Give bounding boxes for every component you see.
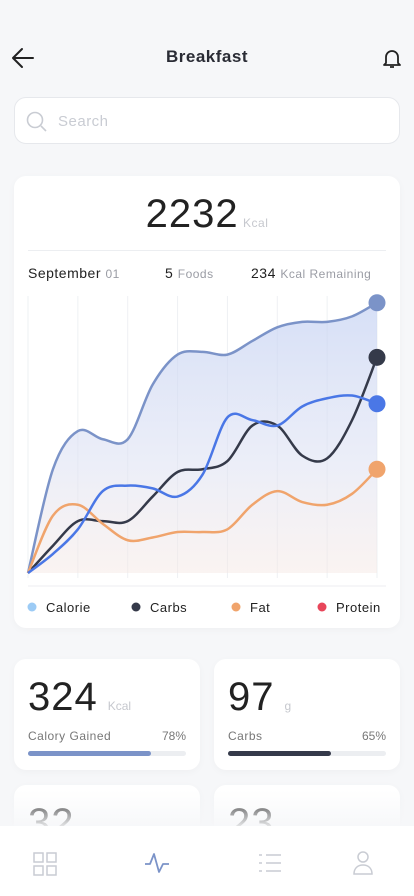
remaining-label: Kcal Remaining bbox=[280, 267, 372, 281]
page-title: Breakfast bbox=[166, 47, 248, 66]
stat-row: 324 Kcal bbox=[28, 675, 131, 720]
legend-label: Protein bbox=[336, 600, 381, 615]
notification-button[interactable] bbox=[380, 46, 404, 70]
end-point bbox=[368, 460, 386, 478]
total-value: 2232 bbox=[145, 192, 239, 236]
day: 01 bbox=[105, 267, 120, 281]
total-unit: Kcal bbox=[243, 216, 269, 230]
chart: Calorie Carbs Fat Protein bbox=[26, 294, 386, 615]
end-point bbox=[368, 294, 386, 312]
legend-dot bbox=[231, 602, 241, 612]
stat-value: 324 bbox=[28, 675, 98, 719]
stat-value: 97 bbox=[228, 675, 275, 719]
progress-bar bbox=[28, 751, 152, 756]
tab-profile[interactable] bbox=[352, 850, 374, 876]
foods-label: Foods bbox=[177, 267, 214, 281]
end-point bbox=[368, 348, 386, 366]
search-icon bbox=[26, 111, 47, 132]
date: September 01 bbox=[28, 265, 120, 283]
line bbox=[26, 468, 378, 574]
stat-percent: 65% bbox=[361, 729, 386, 743]
foods: 5 Foods bbox=[165, 265, 214, 283]
divider bbox=[28, 250, 386, 251]
stat-unit: g bbox=[284, 699, 292, 713]
month: September bbox=[28, 265, 101, 281]
stat-label: Carbs bbox=[228, 729, 263, 743]
legend-label: Fat bbox=[250, 600, 270, 615]
search-placeholder: Search bbox=[58, 113, 109, 130]
back-button[interactable] bbox=[10, 46, 36, 70]
fade bbox=[0, 790, 414, 826]
line bbox=[27, 394, 378, 574]
remaining-value: 234 bbox=[251, 265, 276, 281]
stat-row: 97 g bbox=[228, 675, 291, 720]
line bbox=[26, 301, 378, 574]
tab-bar bbox=[0, 826, 414, 896]
legend-dot bbox=[27, 602, 37, 612]
stat-card: 324 Kcal Calory Gained 78% bbox=[14, 659, 200, 770]
stat-card: 97 g Carbs 65% bbox=[214, 659, 400, 770]
area bbox=[28, 302, 377, 573]
progress-bar bbox=[228, 751, 331, 756]
stat-unit: Kcal bbox=[107, 699, 132, 713]
remaining: 234 Kcal Remaining bbox=[251, 265, 371, 283]
search-box[interactable]: Search bbox=[14, 97, 400, 144]
stat-percent: 78% bbox=[161, 729, 186, 743]
legend-label: Calorie bbox=[46, 600, 91, 615]
legend-label: Carbs bbox=[150, 600, 187, 615]
legend-dot bbox=[131, 602, 141, 612]
total-row: 2232 Kcal bbox=[14, 192, 400, 237]
tab-list[interactable] bbox=[258, 852, 282, 874]
tab-activity[interactable] bbox=[144, 850, 170, 876]
foods-count: 5 bbox=[165, 265, 174, 281]
tab-grid[interactable] bbox=[33, 852, 57, 876]
stat-label: Calory Gained bbox=[28, 729, 112, 743]
end-point bbox=[368, 395, 386, 413]
legend-dot bbox=[317, 602, 327, 612]
